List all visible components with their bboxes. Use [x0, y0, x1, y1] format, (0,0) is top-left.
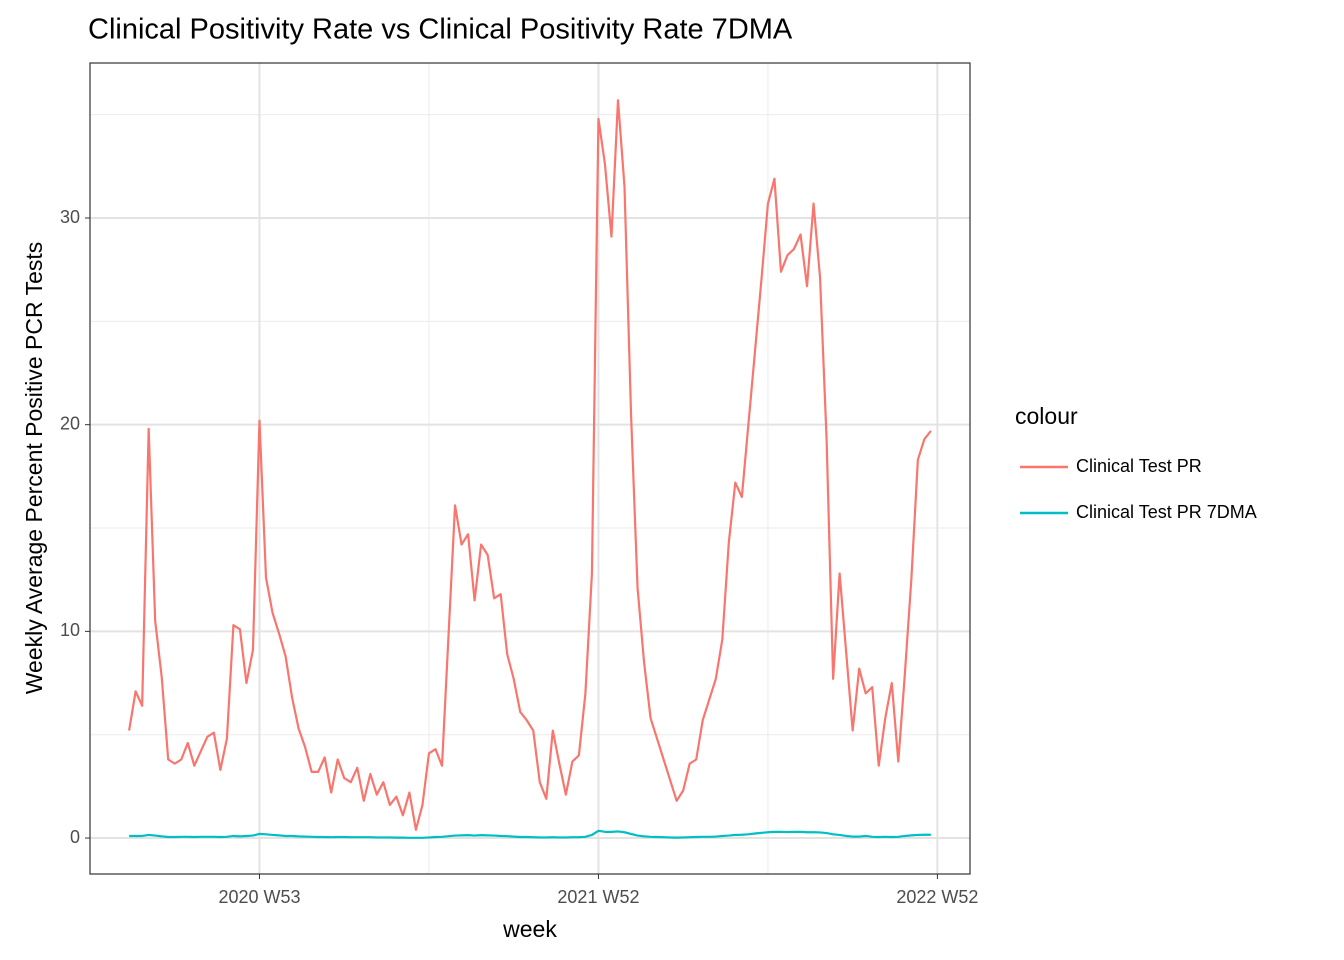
plot-border — [89, 62, 971, 875]
x-tick-label: 2022 W52 — [896, 887, 978, 907]
legend-title: colour — [1015, 403, 1078, 429]
chart-title: Clinical Positivity Rate vs Clinical Pos… — [88, 14, 793, 46]
legend-label: Clinical Test PR 7DMA — [1076, 502, 1257, 522]
y-tick-label: 20 — [60, 413, 80, 433]
x-tick-label: 2020 W53 — [218, 887, 300, 907]
y-tick-label: 0 — [70, 827, 80, 847]
series-line — [129, 829, 931, 839]
y-tick-label: 30 — [60, 207, 80, 227]
series-line — [128, 99, 932, 831]
legend-label: Clinical Test PR — [1076, 456, 1202, 476]
y-tick-label: 10 — [60, 620, 80, 640]
x-tick-label: 2021 W52 — [557, 887, 639, 907]
x-axis-title: week — [502, 916, 557, 942]
y-axis-title: Weekly Average Percent Positive PCR Test… — [21, 242, 47, 695]
